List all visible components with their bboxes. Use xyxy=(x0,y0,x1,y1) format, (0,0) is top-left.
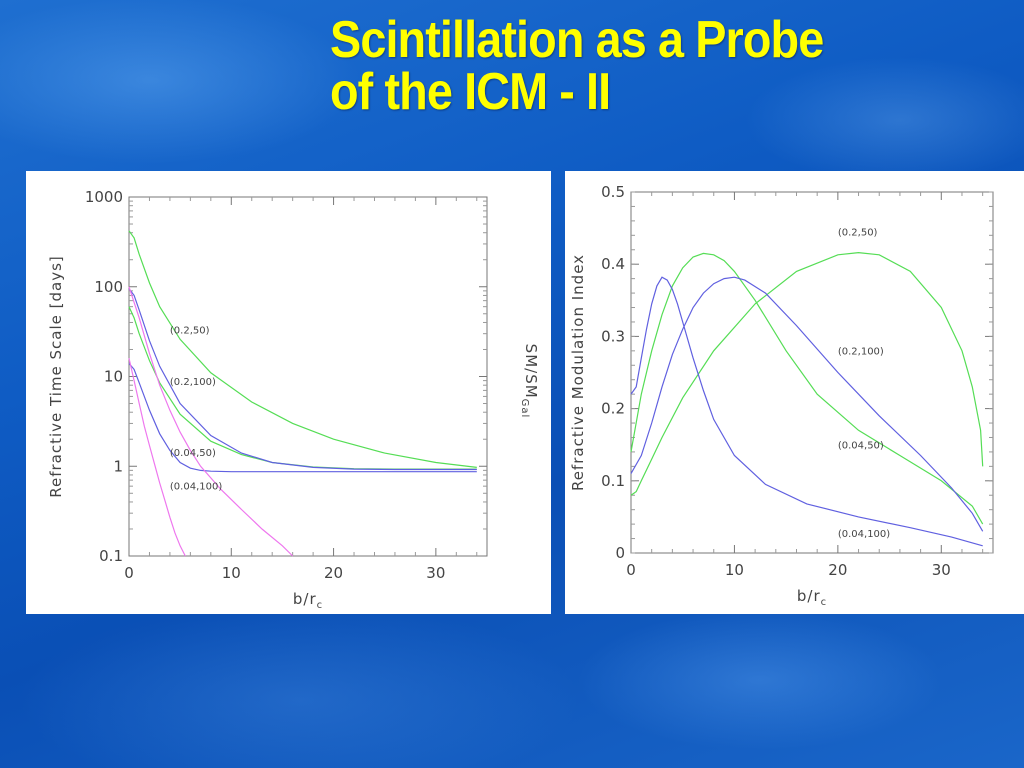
refractive-modulation-index-chart: 0 10 20 30 0 0.1 0.2 0.3 0.4 0.5 (0.2,50) (0.2,100)… xyxy=(569,183,994,608)
x-axis-title: b/rc xyxy=(293,590,323,611)
x-tick-label: 30 xyxy=(426,564,445,582)
x-tick-label: 20 xyxy=(324,564,343,582)
sm-ratio-label: SM/SMGal xyxy=(519,344,540,419)
series-line xyxy=(630,276,983,547)
x-tick-label: 0 xyxy=(626,561,636,579)
y-tick-label: 0.3 xyxy=(601,327,625,345)
y-tick-label: 0.1 xyxy=(601,472,625,490)
series-annotation: (0.04,50) xyxy=(838,440,884,451)
slide-title: Scintillation as a Probe of the ICM - II xyxy=(330,14,942,118)
title-line-1: Scintillation as a Probe xyxy=(330,11,824,69)
y-tick-label: 0.1 xyxy=(99,547,123,565)
series-line xyxy=(630,276,984,532)
series-annotation: (0.2,100) xyxy=(838,346,884,357)
y-tick-label: 1000 xyxy=(85,188,123,206)
series-line xyxy=(128,286,294,557)
series-line xyxy=(630,252,984,525)
series-annotation: (0.2,100) xyxy=(170,377,216,388)
series-line xyxy=(128,288,477,471)
refractive-time-scale-chart: 0 10 20 30 0.1 1 10 100 1000 (0.2,50) (0.2,100) (0.… xyxy=(47,188,540,611)
series-annotation: (0.2,50) xyxy=(838,227,878,238)
series-line xyxy=(128,230,477,468)
left-chart-panel: 0 10 20 30 0.1 1 10 100 1000 (0.2,50) (0.2,100) (0.… xyxy=(26,171,551,614)
plot-frame xyxy=(630,191,994,554)
series-annotation: (0.04,100) xyxy=(170,482,222,493)
y-tick-label: 0.5 xyxy=(601,183,625,201)
x-tick-label: 10 xyxy=(725,561,744,579)
x-tick-label: 0 xyxy=(124,564,134,582)
right-chart-panel: 0 10 20 30 0 0.1 0.2 0.3 0.4 0.5 (0.2,50) (0.2,100)… xyxy=(565,171,1024,614)
series-line xyxy=(630,251,984,496)
x-tick-label: 30 xyxy=(932,561,951,579)
y-axis-title: Refractive Modulation Index xyxy=(569,254,587,491)
y-tick-label: 1 xyxy=(113,457,123,475)
series-annotation: (0.2,50) xyxy=(170,326,210,337)
x-axis-title: b/rc xyxy=(797,587,827,608)
y-tick-label: 0.2 xyxy=(601,400,625,418)
title-line-2: of the ICM - II xyxy=(330,63,611,121)
y-tick-label: 0.4 xyxy=(601,255,625,273)
x-tick-label: 10 xyxy=(222,564,241,582)
x-tick-label: 20 xyxy=(828,561,847,579)
y-tick-label: 100 xyxy=(94,278,123,296)
series-annotation: (0.04,100) xyxy=(838,529,890,540)
series-line xyxy=(128,358,186,557)
series-line xyxy=(128,363,477,473)
y-tick-label: 10 xyxy=(104,368,123,386)
series-annotation: (0.04,50) xyxy=(170,448,216,459)
y-tick-label: 0 xyxy=(615,544,625,562)
y-axis-title: Refractive Time Scale [days] xyxy=(47,255,65,498)
